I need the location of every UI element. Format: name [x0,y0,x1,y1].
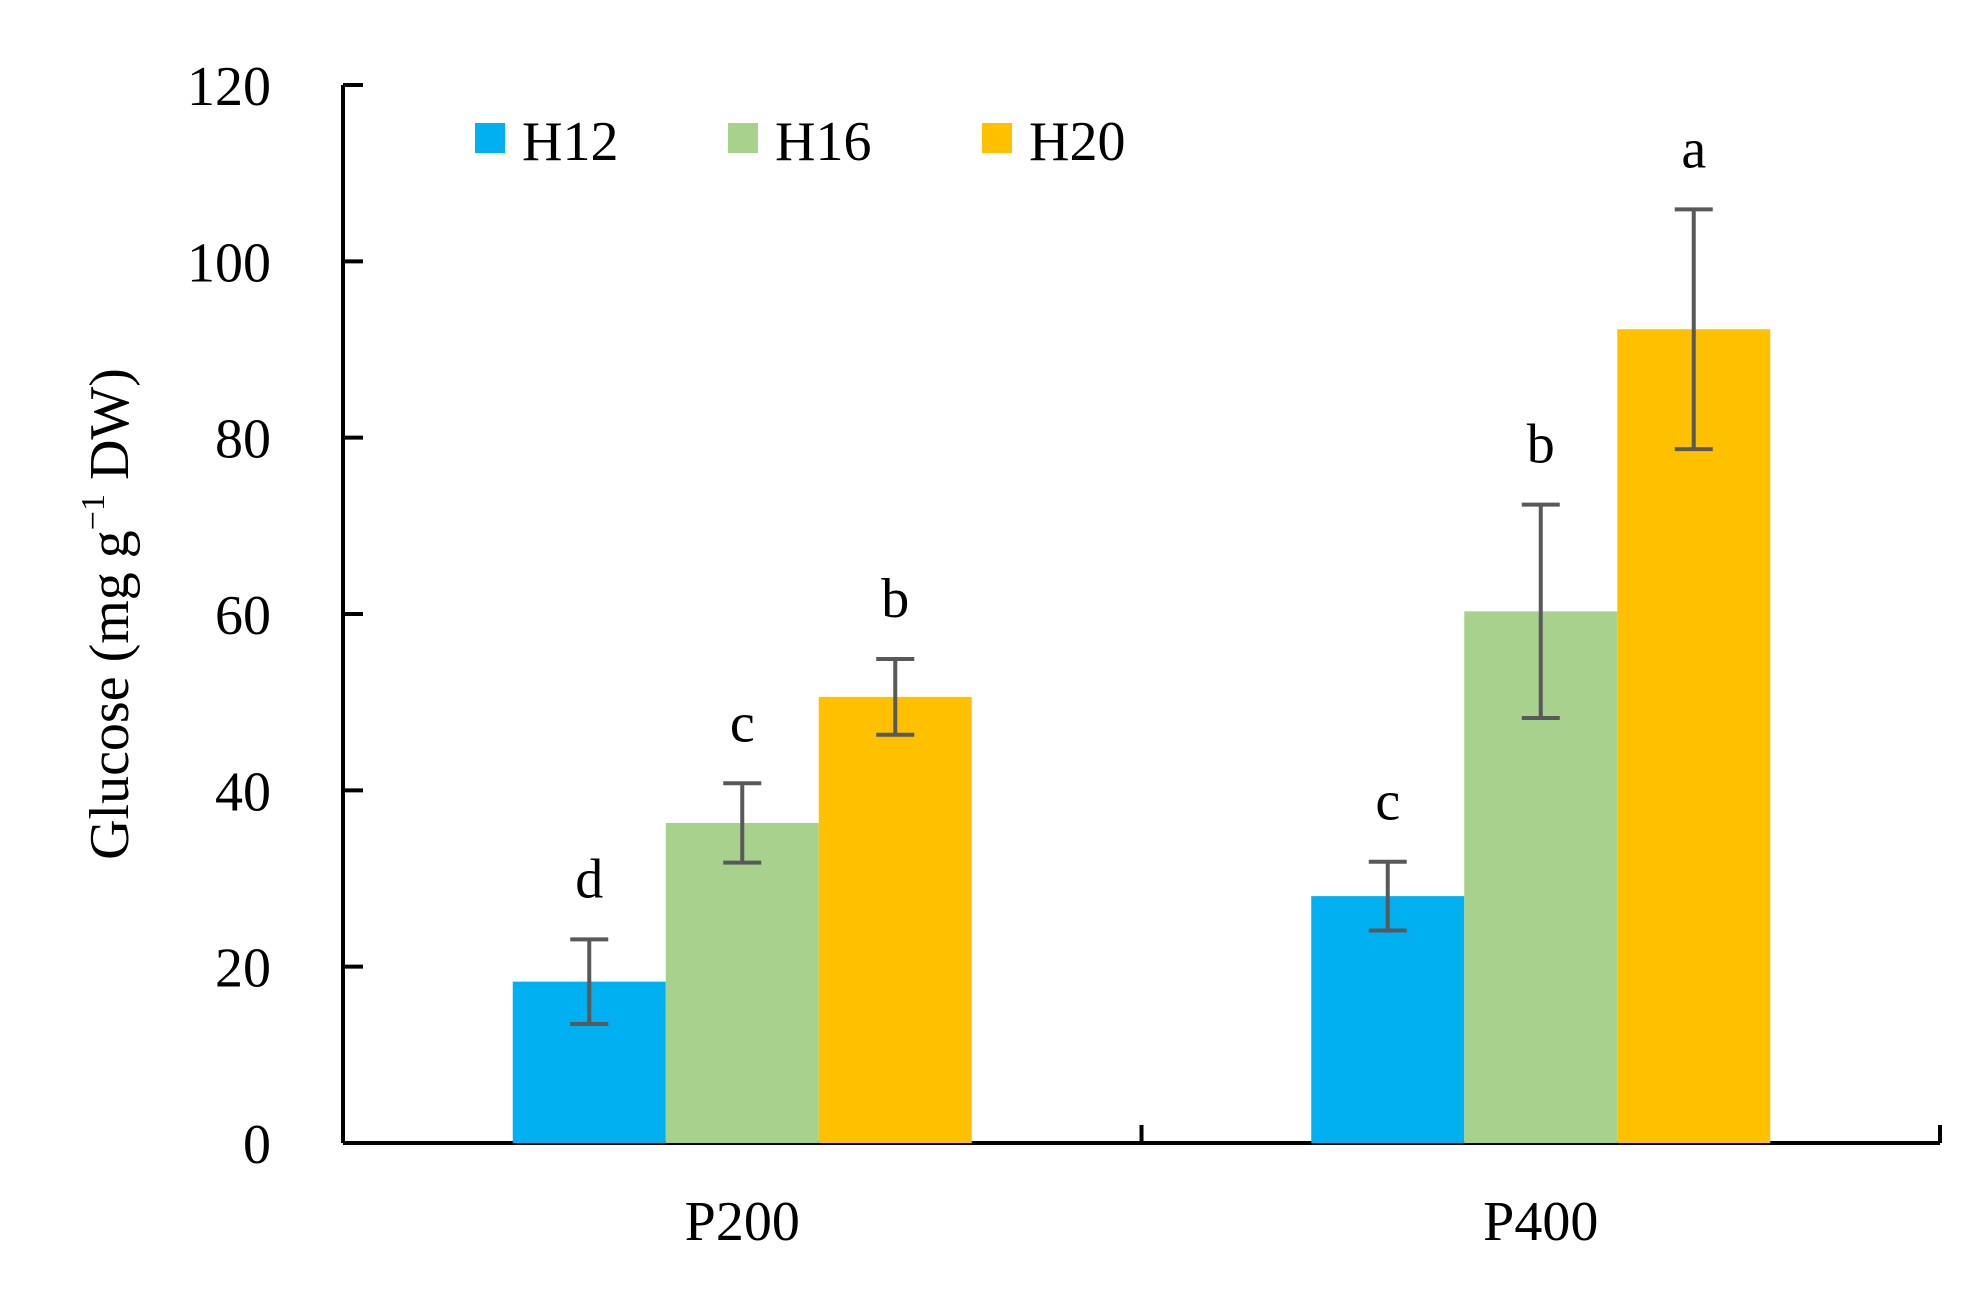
y-tick-label: 40 [215,761,271,823]
significance-letter: c [730,692,755,754]
legend-swatch-h20 [982,123,1012,153]
y-tick-label: 80 [215,409,271,471]
significance-letter: c [1375,771,1400,833]
y-tick-label: 100 [187,232,271,294]
significance-letter: d [575,848,603,910]
legend-label-h20: H20 [1029,111,1125,173]
significance-letters: d c b c b a [575,118,1706,910]
y-axis-title-suffix: DW) [79,368,141,494]
y-axis-title-superscript: −1 [75,494,112,530]
legend-swatch-h16 [728,123,758,153]
error-bars [570,207,1713,1026]
x-ticks [1139,1125,1942,1143]
bar-h20-p200 [818,696,972,1143]
legend-label-h12: H12 [522,111,618,173]
y-tick-label: 0 [243,1114,271,1176]
bar-h16-p200 [665,822,819,1143]
significance-letter: a [1681,118,1706,180]
y-tick-label: 20 [215,938,271,1000]
y-tick-label: 120 [187,56,271,118]
significance-letter: b [881,568,909,630]
bar-h12-p400 [1311,896,1465,1143]
category-label: P200 [685,1191,800,1253]
legend-label-h16: H16 [775,111,871,173]
category-labels: P200 P400 [685,1191,1599,1253]
bar-h20-p400 [1617,329,1771,1143]
bars [512,329,1771,1143]
y-axis-title: Glucose (mg g−1 DW) [75,368,141,860]
category-label: P400 [1483,1191,1598,1253]
legend: H12 H16 H20 [475,111,1125,173]
y-axis-title-main: Glucose (mg g [79,530,141,860]
legend-swatch-h12 [475,123,505,153]
axes: 0 20 40 60 80 100 120 [187,56,1942,1176]
significance-letter: b [1527,414,1555,476]
y-ticks: 0 20 40 60 80 100 120 [187,56,363,1176]
y-tick-label: 60 [215,585,271,647]
